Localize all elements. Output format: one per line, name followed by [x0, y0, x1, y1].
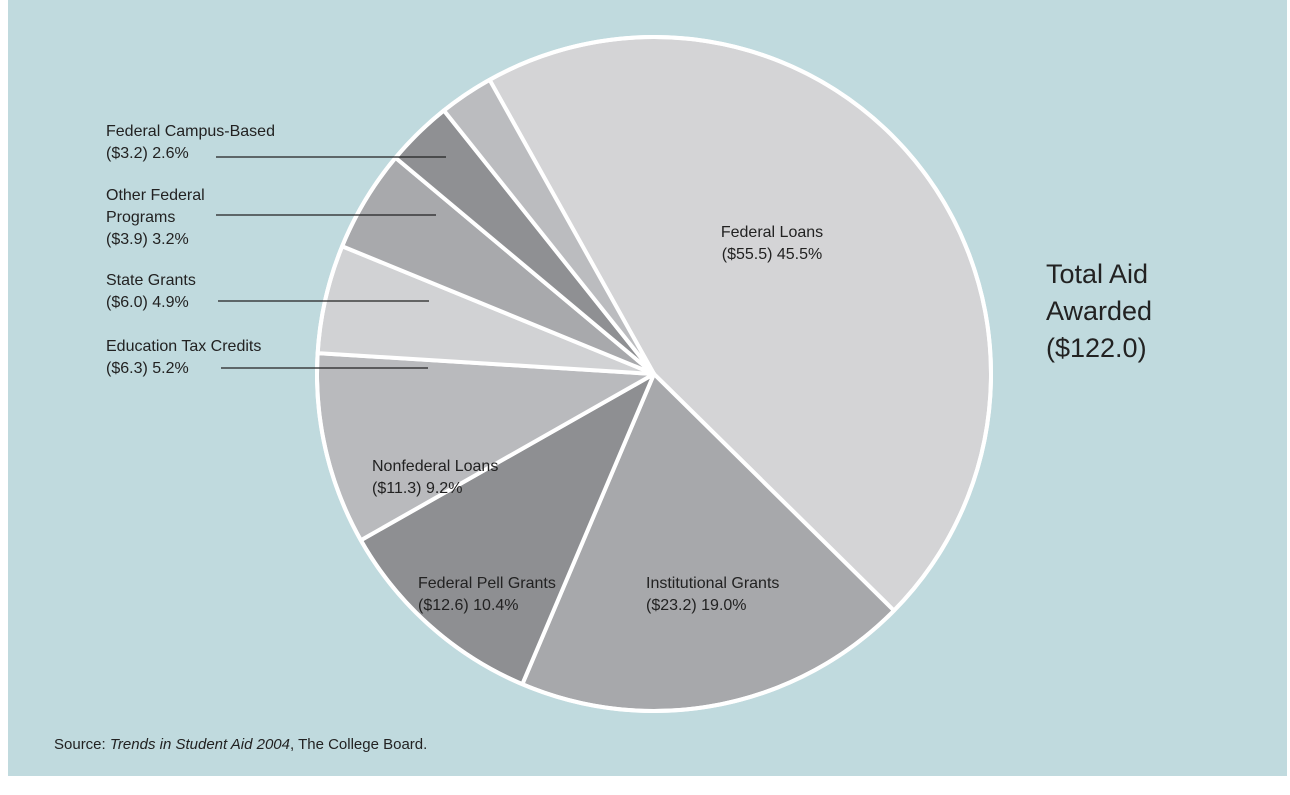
slice-label-line: ($23.2) 19.0%: [646, 597, 747, 614]
slice-label-line: ($6.3) 5.2%: [106, 360, 189, 377]
total-line-3: ($122.0): [1046, 333, 1147, 363]
slice-label-federal-pell-grants: Federal Pell Grants ($12.6) 10.4%: [418, 575, 556, 614]
slice-label-line: Federal Campus-Based: [106, 123, 275, 140]
slice-label-other-federal-programs: Other Federal Programs ($3.9) 3.2%: [106, 187, 205, 248]
slice-label-line: Institutional Grants: [646, 575, 779, 592]
chart-panel: Federal Loans ($55.5) 45.5% Institutional …: [8, 0, 1287, 776]
slice-label-line: Federal Pell Grants: [418, 575, 556, 592]
slice-label-line: Nonfederal Loans: [372, 458, 498, 475]
slice-label-education-tax-credits: Education Tax Credits ($6.3) 5.2%: [106, 338, 261, 377]
slice-label-line: Education Tax Credits: [106, 338, 261, 355]
slice-label-line: Other Federal: [106, 187, 205, 204]
slice-label-line: Federal Loans: [721, 224, 823, 241]
source-suffix: , The College Board.: [290, 736, 428, 753]
slice-label-nonfederal-loans: Nonfederal Loans ($11.3) 9.2%: [372, 458, 498, 497]
slice-label-federal-campus-based: Federal Campus-Based ($3.2) 2.6%: [106, 123, 275, 162]
slice-label-federal-loans: Federal Loans ($55.5) 45.5%: [721, 224, 823, 263]
slice-label-line: ($12.6) 10.4%: [418, 597, 519, 614]
slice-label-line: ($3.9) 3.2%: [106, 231, 189, 248]
slice-label-line: ($6.0) 4.9%: [106, 294, 189, 311]
pie-outline: [315, 35, 993, 713]
slice-label-line: ($11.3) 9.2%: [372, 480, 462, 497]
slice-label-state-grants: State Grants ($6.0) 4.9%: [106, 272, 196, 311]
source-prefix: Source:: [54, 736, 110, 753]
total-line-1: Total Aid: [1046, 259, 1149, 289]
pie-chart: Federal Loans ($55.5) 45.5% Institutional …: [106, 35, 993, 713]
slice-label-line: Programs: [106, 209, 175, 226]
slice-label-line: State Grants: [106, 272, 196, 289]
total-aid-label: Total Aid Awarded ($122.0): [1046, 256, 1152, 367]
slice-label-line: ($55.5) 45.5%: [722, 246, 823, 263]
total-line-2: Awarded: [1046, 296, 1153, 326]
slice-label-institutional-grants: Institutional Grants ($23.2) 19.0%: [646, 575, 779, 614]
slice-label-line: ($3.2) 2.6%: [106, 145, 189, 162]
source-title: Trends in Student Aid 2004: [109, 736, 290, 753]
source-note: Source: Trends in Student Aid 2004, The …: [54, 736, 427, 753]
